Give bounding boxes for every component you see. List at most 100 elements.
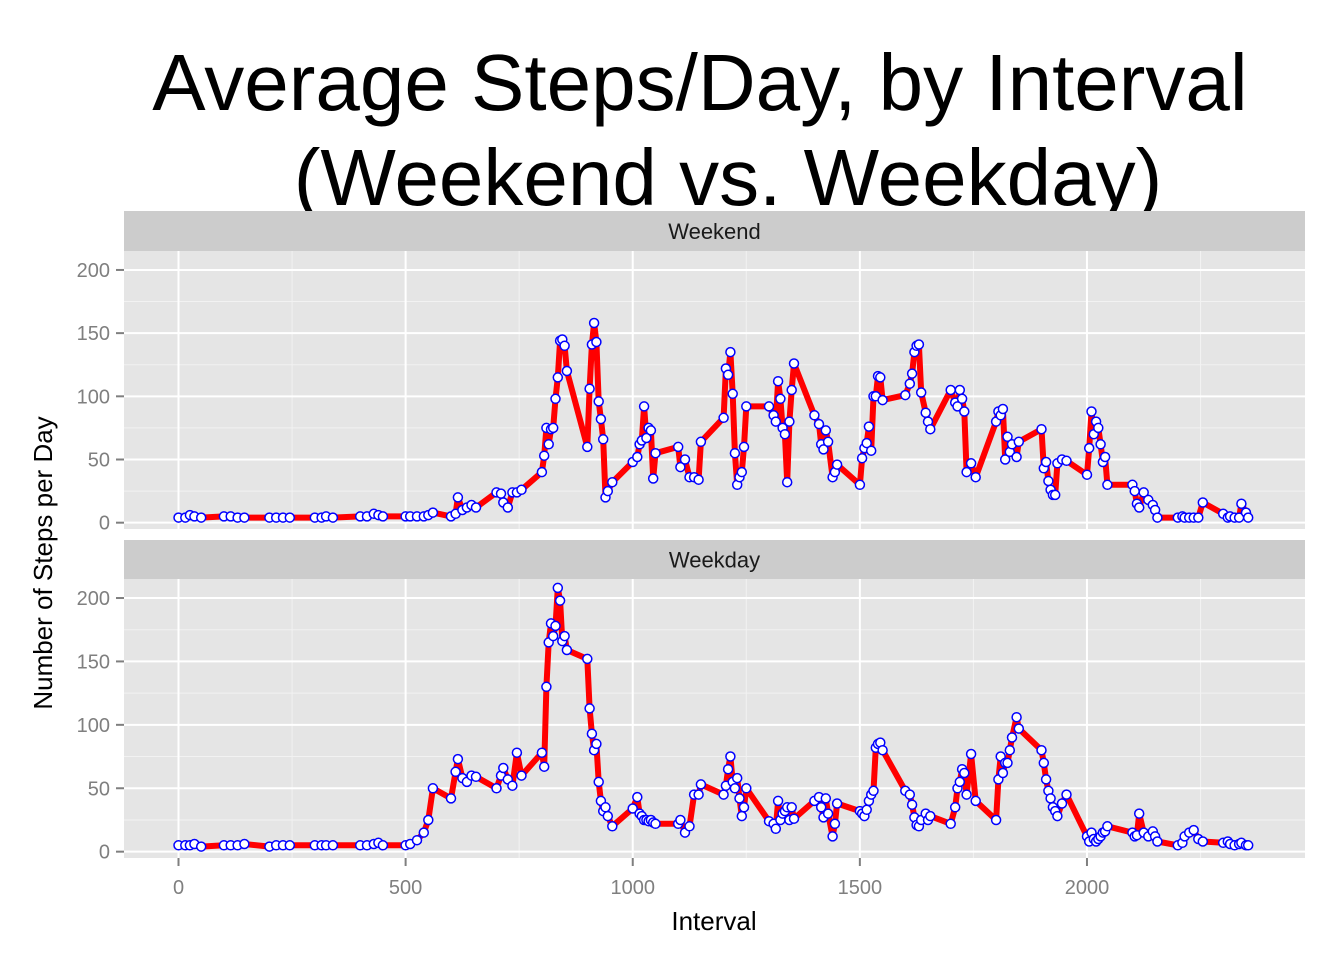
data-point	[1052, 810, 1063, 822]
data-point	[427, 783, 439, 794]
data-point	[507, 780, 518, 791]
data-point	[965, 748, 977, 760]
data-point	[877, 744, 888, 756]
data-point	[498, 762, 509, 774]
data-point	[538, 450, 550, 461]
data-point	[861, 804, 872, 816]
data-point	[427, 507, 439, 518]
data-point	[597, 434, 609, 445]
data-point	[1040, 456, 1052, 468]
data-point	[945, 818, 956, 830]
data-point	[965, 458, 977, 469]
data-point	[582, 653, 593, 665]
data-point	[327, 512, 339, 523]
panel-background	[124, 579, 1305, 858]
data-point	[904, 789, 916, 800]
data-point	[1002, 431, 1013, 443]
data-point	[731, 772, 743, 784]
y-tick-label: 0	[99, 513, 110, 535]
data-point	[784, 416, 795, 427]
data-point	[770, 823, 782, 835]
data-point	[584, 703, 595, 714]
data-point	[952, 401, 963, 412]
data-point	[736, 466, 748, 478]
data-point	[827, 831, 838, 842]
data-point	[536, 747, 548, 758]
data-point	[1061, 789, 1072, 800]
data-point	[738, 441, 750, 453]
data-point	[875, 372, 886, 383]
data-point	[470, 502, 482, 513]
data-point	[327, 840, 339, 851]
data-point	[997, 403, 1009, 415]
data-point	[954, 384, 966, 396]
data-point	[1013, 436, 1025, 448]
data-point	[627, 803, 638, 814]
y-tick-label: 50	[88, 450, 110, 472]
data-point	[1129, 485, 1140, 497]
data-point	[693, 474, 704, 485]
data-point	[736, 810, 748, 822]
data-point	[554, 595, 566, 606]
data-point	[1011, 451, 1022, 463]
data-point	[738, 802, 750, 813]
data-point	[679, 454, 691, 465]
facet-panel-weekend: Weekend 0 50 100 150 200	[77, 211, 1305, 535]
data-point	[1013, 723, 1025, 734]
data-point	[552, 372, 564, 383]
data-point	[645, 425, 657, 436]
y-axis-title: Number of Steps per Day	[28, 416, 58, 709]
data-point	[1043, 475, 1054, 487]
data-point	[552, 582, 564, 594]
chart-title-line-1: Average Steps/Day, by Interval	[152, 38, 1247, 127]
y-tick-label: 200	[77, 260, 110, 282]
data-point	[1011, 711, 1022, 723]
data-point	[788, 358, 800, 369]
x-tick-label: 1500	[838, 877, 883, 899]
data-point	[452, 492, 464, 503]
data-point	[1197, 497, 1209, 508]
data-point	[607, 821, 618, 832]
y-tick-label: 50	[88, 778, 110, 800]
data-point	[602, 810, 614, 822]
data-point	[650, 818, 661, 830]
facet-strip	[124, 211, 1305, 251]
data-point	[239, 838, 250, 850]
data-point	[1004, 744, 1016, 756]
data-point	[541, 681, 552, 693]
data-point	[1152, 836, 1163, 847]
data-point	[904, 378, 916, 389]
data-point	[1002, 757, 1013, 769]
data-point	[1133, 808, 1145, 819]
data-point	[588, 317, 600, 329]
y-tick-label: 150	[77, 651, 110, 673]
data-point	[990, 814, 1002, 826]
data-point	[877, 394, 888, 406]
data-point	[775, 393, 786, 405]
data-point	[543, 439, 554, 450]
data-point	[763, 401, 775, 412]
data-point	[1040, 774, 1052, 785]
data-point	[786, 384, 797, 396]
data-point	[925, 810, 936, 822]
data-point	[672, 441, 684, 453]
y-tick-label: 0	[99, 842, 110, 864]
data-point	[865, 445, 877, 456]
data-point	[959, 767, 970, 779]
data-point	[718, 412, 729, 424]
data-point	[602, 485, 614, 497]
data-point	[956, 393, 968, 405]
data-point	[284, 840, 296, 851]
data-point	[695, 779, 707, 790]
data-point	[595, 413, 607, 425]
data-point	[822, 436, 834, 448]
data-point	[600, 802, 611, 813]
data-point	[863, 421, 875, 432]
data-point	[641, 432, 652, 444]
data-point	[675, 814, 686, 826]
data-point	[925, 423, 936, 435]
data-point	[829, 818, 841, 830]
data-point	[675, 461, 686, 473]
data-point	[1193, 512, 1204, 523]
data-point	[1006, 732, 1018, 743]
